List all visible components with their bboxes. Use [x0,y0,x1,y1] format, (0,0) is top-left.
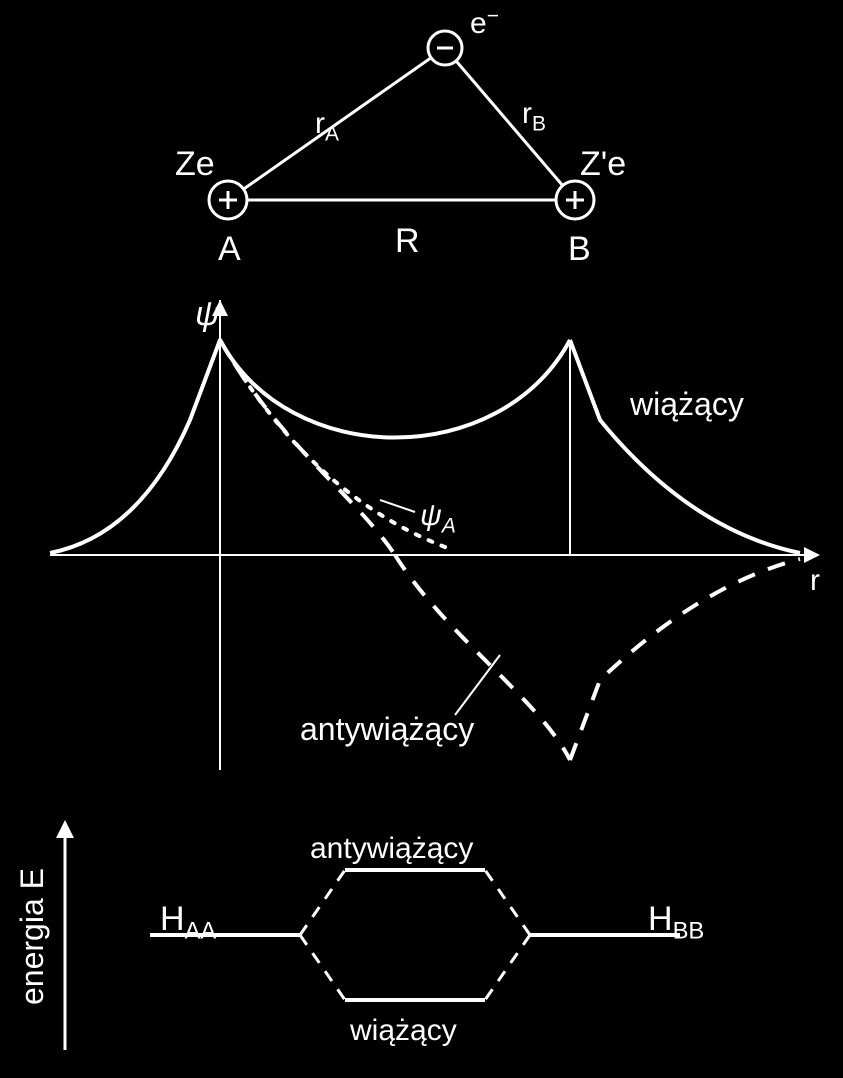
connector [485,935,530,1000]
energy-diagram: energia E HAA HBB antywiążący wiążący [14,820,704,1050]
r-axis-label: r [810,564,820,597]
wavefunction-plot: ψ r wiążący antywiążący ψA [50,295,820,770]
arrow-right-icon [804,547,820,563]
antibonding-label: antywiążący [300,711,474,747]
antibonding-curve-tail [570,559,800,760]
label-antibonding-level: antywiążący [310,832,473,865]
connector [485,870,530,935]
bonding-label: wiążący [629,386,744,422]
bonding-curve-mid [220,340,570,438]
edge-rB [445,48,575,200]
connector [300,870,345,935]
triangle-diagram: e− Ze A Z'e BrA rB R [175,5,626,269]
label-rA: rA [315,107,339,146]
label-rB: rB [522,97,546,136]
energy-axis-label: energia E [14,868,50,1005]
arrow-up-icon [56,820,74,838]
antibonding-curve-pos [220,340,395,555]
label-A: A [218,230,241,268]
electron-label: e− [470,5,499,41]
psiA-label: ψA [420,499,456,538]
leader-antibonding [455,655,500,715]
label-R: R [395,222,420,260]
label-HAA: HAA [160,900,216,945]
bonding-curve-right [570,340,800,553]
label-HBB: HBB [648,900,704,945]
label-Ze: Ze [175,145,215,183]
label-Zprime-e: Z'e [580,145,626,183]
bonding-curve-left [50,340,220,553]
psi-axis-label: ψ [195,295,220,333]
psiA-curve [220,340,445,547]
label-B: B [568,230,591,268]
leader-psiA [380,500,415,512]
connector [300,935,345,1000]
label-bonding-level: wiążący [349,1014,457,1047]
